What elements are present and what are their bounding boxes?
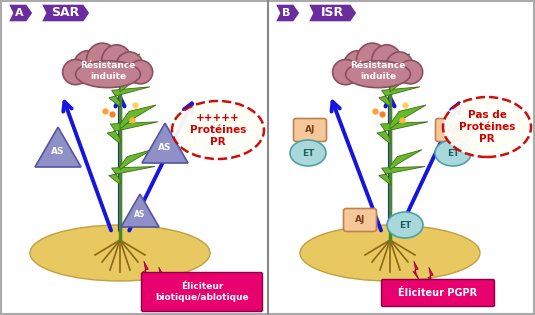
Text: Résistance
induite: Résistance induite [350, 61, 406, 81]
Text: ET: ET [399, 220, 411, 230]
Text: SAR: SAR [51, 7, 79, 20]
Text: AJ: AJ [305, 125, 315, 135]
Text: AJ: AJ [447, 125, 457, 135]
Ellipse shape [73, 51, 102, 83]
FancyBboxPatch shape [76, 64, 140, 84]
Ellipse shape [63, 60, 89, 85]
Ellipse shape [387, 212, 423, 238]
FancyBboxPatch shape [294, 118, 326, 141]
Polygon shape [379, 87, 420, 107]
Polygon shape [8, 4, 33, 22]
Ellipse shape [386, 52, 413, 81]
Text: AS: AS [158, 143, 172, 152]
FancyBboxPatch shape [346, 64, 410, 84]
Ellipse shape [300, 225, 480, 281]
Polygon shape [382, 61, 412, 77]
Polygon shape [390, 74, 422, 92]
Polygon shape [308, 4, 357, 22]
Ellipse shape [435, 140, 471, 166]
Polygon shape [379, 167, 425, 185]
Text: Résistance
induite: Résistance induite [80, 61, 136, 81]
Polygon shape [413, 261, 419, 280]
Polygon shape [112, 61, 142, 77]
FancyBboxPatch shape [141, 272, 263, 312]
Ellipse shape [128, 60, 152, 84]
Text: ISR: ISR [320, 7, 343, 20]
FancyBboxPatch shape [381, 279, 494, 306]
Ellipse shape [371, 45, 402, 78]
Text: Éliciteur
biotique/ablotique: Éliciteur biotique/ablotique [155, 282, 249, 302]
Ellipse shape [30, 225, 210, 281]
Ellipse shape [116, 52, 143, 81]
Ellipse shape [172, 101, 264, 159]
Polygon shape [142, 123, 188, 163]
Polygon shape [390, 54, 410, 68]
Polygon shape [120, 54, 140, 68]
Text: B: B [282, 8, 291, 18]
Text: Pas de
Protéines
PR: Pas de Protéines PR [459, 110, 515, 144]
Polygon shape [41, 4, 90, 22]
Polygon shape [377, 122, 428, 144]
Polygon shape [109, 167, 155, 185]
Text: AS: AS [51, 147, 65, 156]
Ellipse shape [356, 43, 388, 78]
Text: ET: ET [302, 148, 314, 158]
Ellipse shape [343, 51, 372, 83]
Polygon shape [390, 105, 426, 129]
Ellipse shape [398, 60, 423, 84]
Ellipse shape [333, 60, 358, 85]
Ellipse shape [346, 61, 410, 88]
Polygon shape [107, 122, 158, 144]
Ellipse shape [75, 61, 140, 88]
Ellipse shape [86, 43, 118, 78]
Text: Éliciteur PGPR: Éliciteur PGPR [399, 288, 478, 298]
Polygon shape [120, 105, 156, 129]
Ellipse shape [102, 45, 132, 78]
Text: AJ: AJ [355, 215, 365, 225]
Ellipse shape [443, 97, 531, 157]
FancyBboxPatch shape [343, 209, 377, 232]
Text: A: A [16, 8, 24, 18]
Text: ET: ET [447, 148, 459, 158]
Ellipse shape [290, 140, 326, 166]
Polygon shape [109, 87, 150, 107]
Polygon shape [158, 267, 164, 286]
Polygon shape [428, 267, 434, 286]
Polygon shape [120, 150, 152, 170]
Polygon shape [390, 150, 422, 170]
Text: +++++
Protéines
PR: +++++ Protéines PR [190, 112, 246, 147]
Text: AS: AS [134, 210, 146, 219]
Polygon shape [120, 74, 152, 92]
Polygon shape [121, 194, 159, 227]
Polygon shape [143, 261, 149, 280]
FancyBboxPatch shape [435, 118, 469, 141]
Polygon shape [275, 4, 300, 22]
Polygon shape [35, 127, 81, 167]
